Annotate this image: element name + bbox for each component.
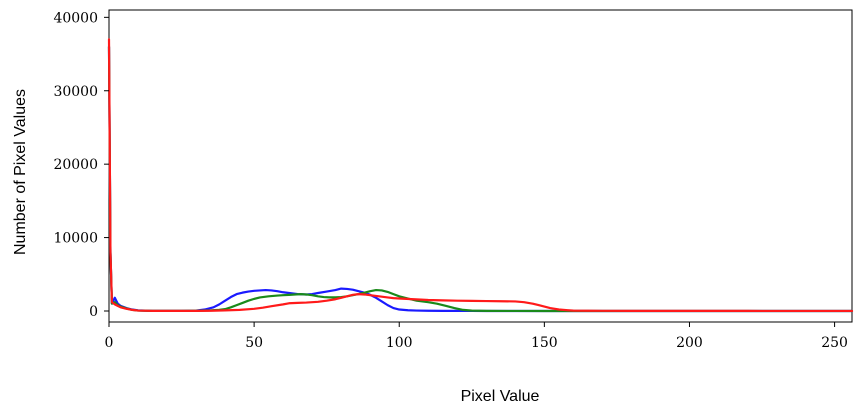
y-tick-label: 0 — [89, 304, 98, 320]
ticks-layer: 0 50 100 150 200 250 0 10000 20000 30000 40000 — [53, 10, 848, 351]
y-axis-title: Number of Pixel Values — [12, 89, 29, 255]
x-tick-label: 200 — [676, 335, 703, 351]
y-tick-label: 10000 — [53, 231, 98, 247]
x-axis-title: Pixel Value — [461, 388, 540, 405]
plot-frame — [108, 9, 853, 323]
y-tick-label: 20000 — [53, 157, 98, 173]
x-tick-label: 50 — [245, 335, 263, 351]
series-line-3 — [107, 38, 854, 313]
x-tick-label: 150 — [531, 335, 558, 351]
series-line-2 — [107, 45, 854, 313]
x-tick-label: 250 — [821, 335, 848, 351]
series-line-1 — [107, 45, 854, 313]
x-tick-label: 0 — [105, 335, 114, 351]
y-tick-label: 30000 — [53, 84, 98, 100]
series-layer — [107, 38, 854, 313]
y-tick-label: 40000 — [53, 10, 98, 26]
x-tick-label: 100 — [386, 335, 413, 351]
